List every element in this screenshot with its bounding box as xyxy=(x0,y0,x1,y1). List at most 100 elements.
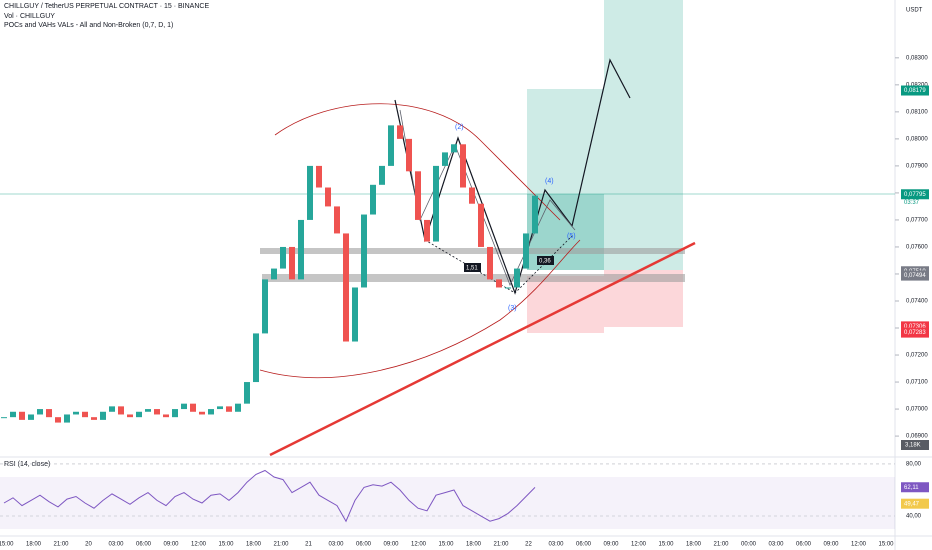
candle xyxy=(388,125,394,166)
volume-legend: Vol · CHILLGUY xyxy=(4,13,55,20)
candle xyxy=(172,409,178,418)
volume-tag-label: 3,18K xyxy=(905,443,921,449)
candle xyxy=(73,411,79,415)
price-tick-label: 0,08000 xyxy=(906,136,928,142)
candle xyxy=(226,406,232,412)
time-label: 00:00 xyxy=(741,542,757,548)
candle xyxy=(154,409,160,415)
price-tag xyxy=(901,327,929,338)
long-stop-zone xyxy=(527,276,604,333)
candle xyxy=(424,219,430,242)
candle xyxy=(442,152,448,166)
price-tick-label: 0,07100 xyxy=(906,380,928,386)
price-tick-label: 0,08100 xyxy=(906,109,928,115)
price-tag xyxy=(901,321,929,332)
time-label: 06:00 xyxy=(796,542,812,548)
candle xyxy=(55,417,61,423)
price-tag-label: 0,08179 xyxy=(904,88,926,94)
price-tag-label: 49,47 xyxy=(904,501,920,507)
price-tag xyxy=(901,189,929,200)
time-label: 09:00 xyxy=(383,542,399,548)
wave-label: (5) xyxy=(567,233,576,240)
time-label: 15:00 xyxy=(0,542,14,548)
candle xyxy=(19,411,25,420)
price-tick-label: 0,08300 xyxy=(906,55,928,61)
candle xyxy=(64,414,70,423)
time-label: 09:00 xyxy=(823,542,839,548)
candle xyxy=(28,414,34,420)
price-tag-label: 62,11 xyxy=(904,485,919,491)
candle xyxy=(199,411,205,415)
candle xyxy=(352,287,358,342)
candle xyxy=(46,409,52,418)
time-label: 12:00 xyxy=(191,542,207,548)
candle xyxy=(118,406,124,415)
price-tag xyxy=(901,498,929,509)
candle xyxy=(478,203,484,247)
price-tick-label: 0,07900 xyxy=(906,163,928,169)
time-label: 03:00 xyxy=(548,542,564,548)
rsi-legend: RSI (14, close) xyxy=(4,461,50,468)
candle xyxy=(334,206,340,234)
time-label: 15:00 xyxy=(438,542,454,548)
price-tick-label: 0,07700 xyxy=(906,218,928,224)
volume-tag xyxy=(901,440,929,450)
long-profit-zone xyxy=(604,0,683,270)
price-tag xyxy=(901,270,929,281)
candle xyxy=(262,279,268,334)
candle xyxy=(37,409,43,415)
candle xyxy=(307,165,313,220)
time-label: 21:00 xyxy=(493,542,509,548)
candle xyxy=(397,125,403,139)
time-label: 18:00 xyxy=(686,542,702,548)
ratio-label: 1,51 xyxy=(466,266,478,272)
candle xyxy=(379,165,385,185)
time-label: 03:00 xyxy=(768,542,784,548)
candle xyxy=(433,165,439,242)
countdown: 03:37 xyxy=(904,200,920,206)
time-label: 21:00 xyxy=(273,542,289,548)
rsi-band xyxy=(0,477,895,529)
candle xyxy=(370,184,376,215)
candle xyxy=(415,171,421,220)
rsi-line xyxy=(3,469,536,523)
time-label: 18:00 xyxy=(246,542,262,548)
value-area-line xyxy=(262,274,685,282)
time-label: 21 xyxy=(305,542,312,548)
candle xyxy=(1,417,7,419)
value-area-line xyxy=(260,248,685,254)
candle xyxy=(289,246,295,280)
candle xyxy=(280,246,286,269)
rsi-tick-label: 40,00 xyxy=(906,514,922,520)
candle xyxy=(487,246,493,280)
time-label: 06:00 xyxy=(136,542,152,548)
candle xyxy=(298,219,304,280)
arc-bottom xyxy=(259,239,581,379)
candle xyxy=(406,138,412,172)
wave-label: (2) xyxy=(455,124,464,131)
price-tag-label: 0,07306 xyxy=(904,324,926,330)
wave-label: (3) xyxy=(508,305,517,312)
ratio-box xyxy=(464,263,481,272)
candle xyxy=(514,268,520,288)
ratio-label: 0,36 xyxy=(539,259,551,265)
trend-line xyxy=(269,241,696,457)
price-tag xyxy=(901,482,929,493)
candle xyxy=(163,414,169,418)
candle xyxy=(127,414,133,418)
arc-top xyxy=(274,103,561,221)
candle xyxy=(469,187,475,204)
time-label: 21:00 xyxy=(53,542,69,548)
candle xyxy=(496,279,502,288)
candle xyxy=(145,409,151,412)
price-tick-label: 0,07600 xyxy=(906,245,928,251)
candle xyxy=(316,165,322,188)
time-label: 09:00 xyxy=(603,542,619,548)
elliott-wave xyxy=(394,58,631,295)
candle xyxy=(181,403,187,410)
symbol-title: CHILLGUY / TetherUS PERPETUAL CONTRACT ·… xyxy=(4,3,209,10)
time-label: 15:00 xyxy=(658,542,674,548)
time-label: 06:00 xyxy=(576,542,592,548)
time-label: 03:00 xyxy=(328,542,344,548)
